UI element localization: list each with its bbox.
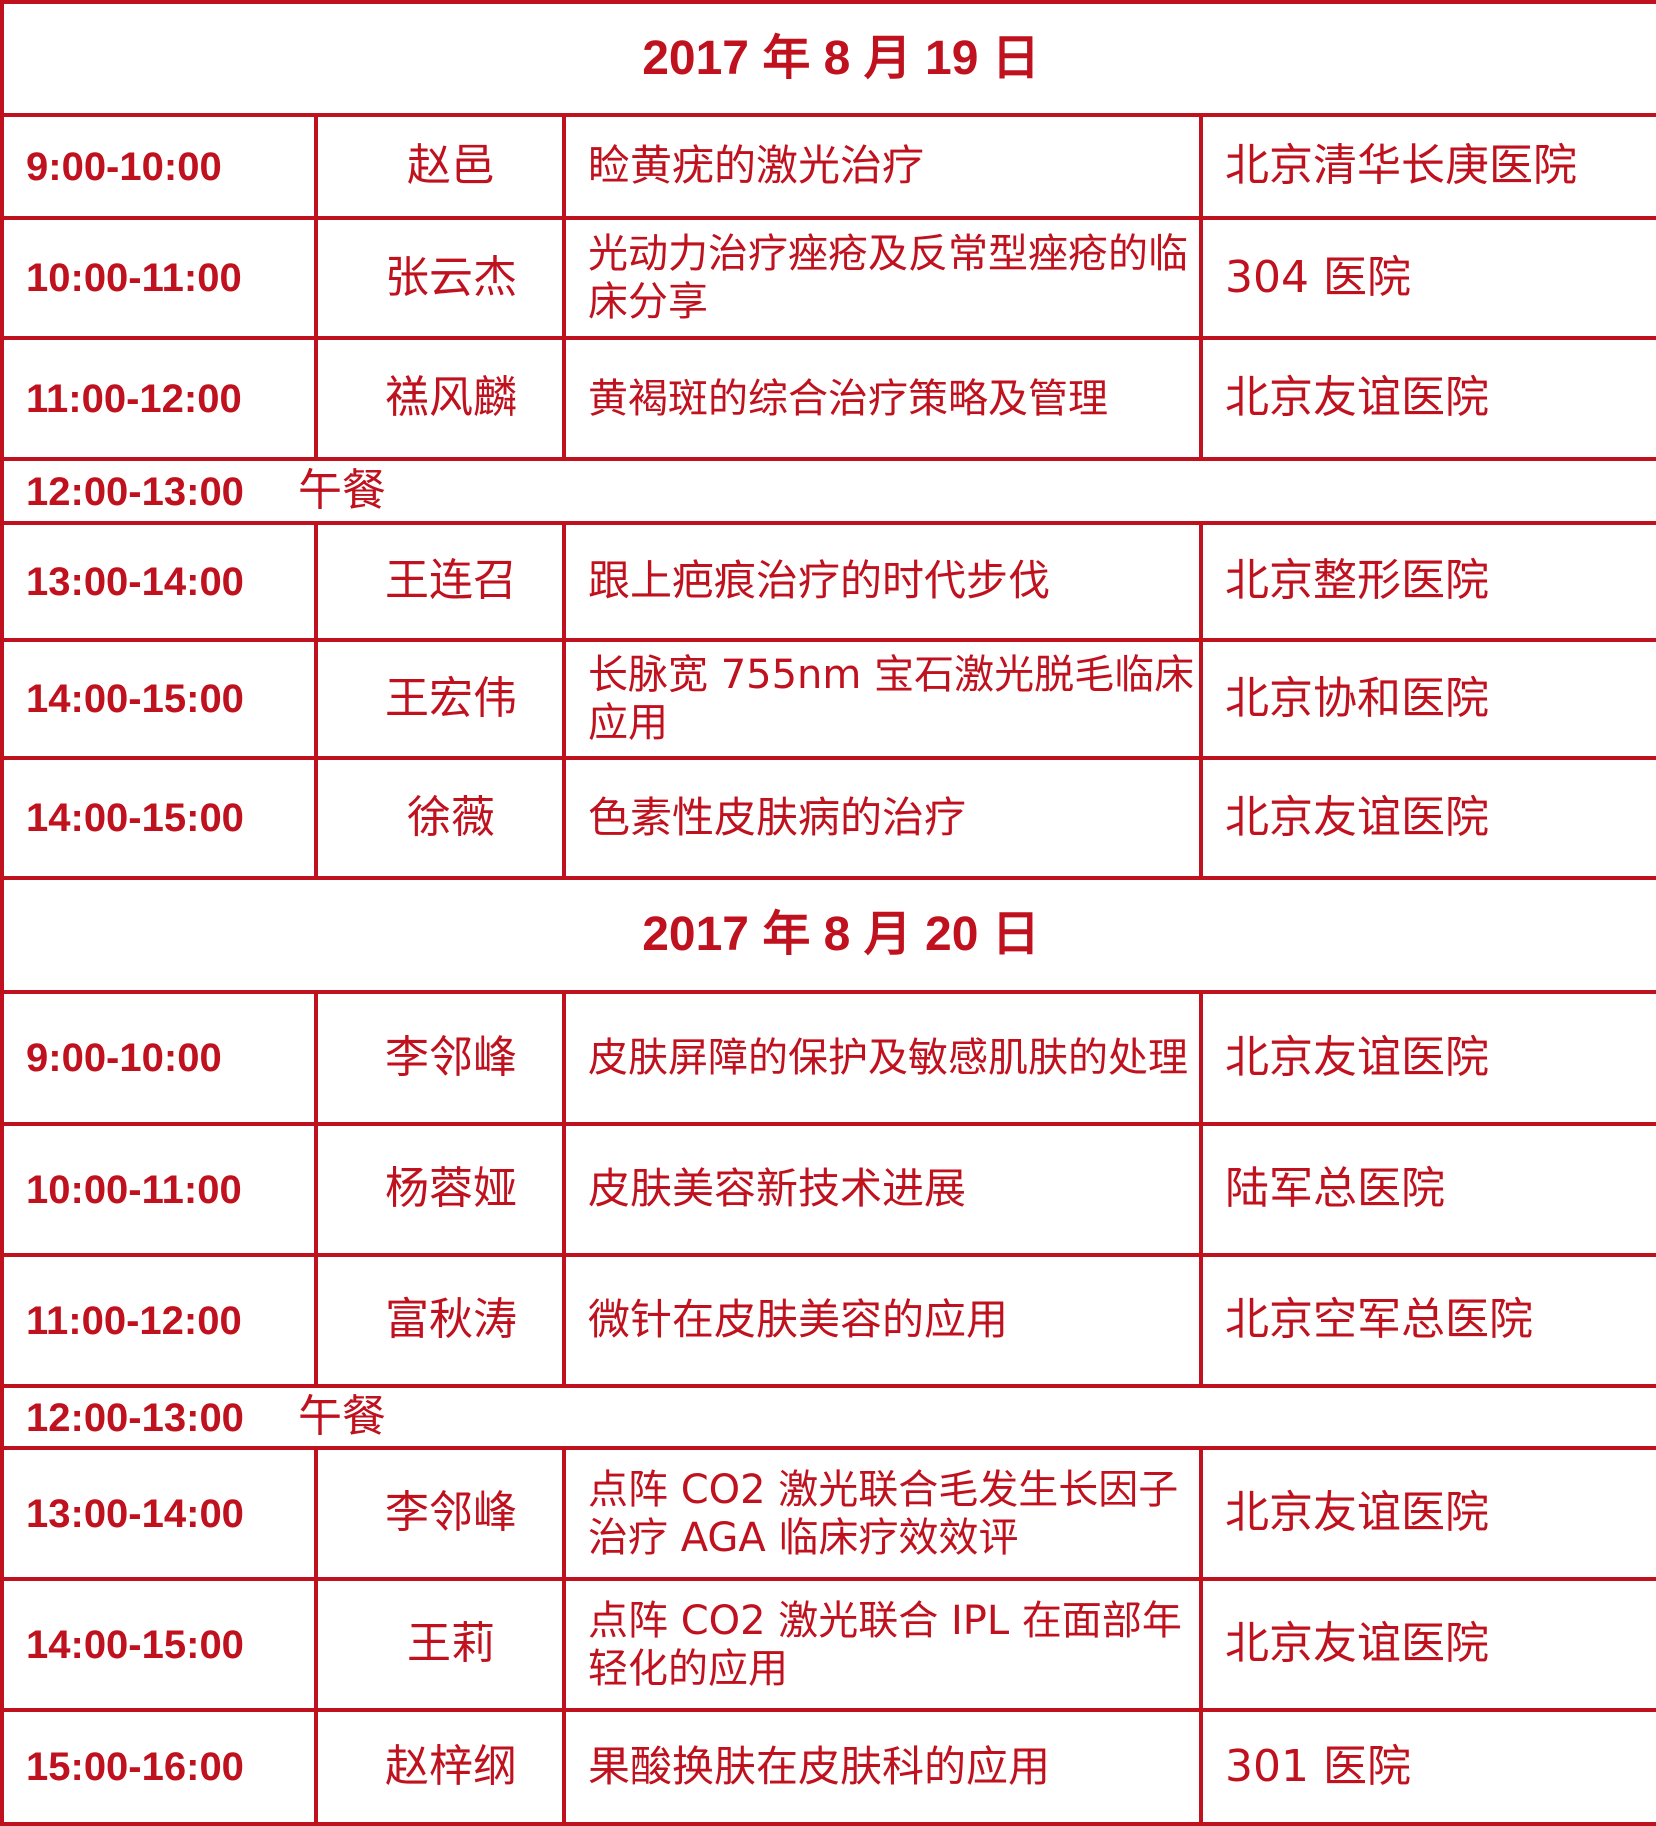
- session-speaker: 禚风麟: [314, 336, 566, 461]
- session-speaker: 王连召: [314, 521, 566, 642]
- session-time: 9:00-10:00: [0, 990, 318, 1126]
- session-topic: 皮肤屏障的保护及敏感肌肤的处理: [562, 990, 1203, 1126]
- session-topic: 皮肤美容新技术进展: [562, 1122, 1203, 1257]
- session-speaker: 赵梓纲: [314, 1708, 566, 1826]
- session-topic: 点阵 CO2 激光联合 IPL 在面部年轻化的应用: [562, 1577, 1203, 1712]
- table-row: 10:00-11:00 张云杰 光动力治疗痤疮及反常型痤疮的临床分享 304 医…: [0, 216, 1656, 340]
- table-row: 13:00-14:00 李邻峰 点阵 CO2 激光联合毛发生长因子治疗 AGA …: [0, 1446, 1656, 1581]
- session-time: 13:00-14:00: [0, 521, 318, 642]
- table-row: 10:00-11:00 杨蓉娅 皮肤美容新技术进展 陆军总医院: [0, 1122, 1656, 1257]
- date-heading: 2017 年 8 月 19 日: [0, 0, 1656, 117]
- session-topic: 跟上疤痕治疗的时代步伐: [562, 521, 1203, 642]
- session-time: 13:00-14:00: [0, 1446, 318, 1581]
- session-topic: 长脉宽 755nm 宝石激光脱毛临床应用: [562, 638, 1203, 760]
- lunch-label: 午餐: [297, 464, 386, 516]
- table-row: 9:00-10:00 赵邑 睑黄疣的激光治疗 北京清华长庚医院: [0, 113, 1656, 220]
- session-hospital: 北京空军总医院: [1199, 1253, 1656, 1388]
- lunch-break: 12:00-13:00 午餐: [0, 457, 1656, 525]
- lunch-time: 12:00-13:00: [26, 1395, 244, 1440]
- session-hospital: 北京协和医院: [1199, 638, 1656, 760]
- session-time: 9:00-10:00: [0, 113, 318, 220]
- session-speaker: 王宏伟: [314, 638, 566, 760]
- session-speaker: 杨蓉娅: [314, 1122, 566, 1257]
- session-speaker: 徐薇: [314, 756, 566, 880]
- session-speaker: 李邻峰: [314, 990, 566, 1126]
- session-time: 11:00-12:00: [0, 1253, 318, 1388]
- table-row: 14:00-15:00 徐薇 色素性皮肤病的治疗 北京友谊医院: [0, 756, 1656, 880]
- table-row: 14:00-15:00 王莉 点阵 CO2 激光联合 IPL 在面部年轻化的应用…: [0, 1577, 1656, 1712]
- session-speaker: 富秋涛: [314, 1253, 566, 1388]
- lunch-label: 午餐: [297, 1390, 386, 1442]
- session-hospital: 304 医院: [1199, 216, 1656, 340]
- session-topic: 光动力治疗痤疮及反常型痤疮的临床分享: [562, 216, 1203, 340]
- session-speaker: 赵邑: [314, 113, 566, 220]
- session-time: 14:00-15:00: [0, 638, 318, 760]
- date-header-row: 2017 年 8 月 19 日: [0, 0, 1656, 117]
- table-row: 9:00-10:00 李邻峰 皮肤屏障的保护及敏感肌肤的处理 北京友谊医院: [0, 990, 1656, 1126]
- session-topic: 点阵 CO2 激光联合毛发生长因子治疗 AGA 临床疗效效评: [562, 1446, 1203, 1581]
- lunch-break: 12:00-13:00 午餐: [0, 1384, 1656, 1450]
- session-speaker: 王莉: [314, 1577, 566, 1712]
- lunch-row: 12:00-13:00 午餐: [0, 457, 1656, 525]
- session-hospital: 北京友谊医院: [1199, 336, 1656, 461]
- session-time: 10:00-11:00: [0, 1122, 318, 1257]
- session-time: 15:00-16:00: [0, 1708, 318, 1826]
- session-hospital: 北京友谊医院: [1199, 1446, 1656, 1581]
- table-row: 14:00-15:00 王宏伟 长脉宽 755nm 宝石激光脱毛临床应用 北京协…: [0, 638, 1656, 760]
- session-topic: 果酸换肤在皮肤科的应用: [562, 1708, 1203, 1826]
- session-topic: 色素性皮肤病的治疗: [562, 756, 1203, 880]
- session-topic: 黄褐斑的综合治疗策略及管理: [562, 336, 1203, 461]
- session-hospital: 北京清华长庚医院: [1199, 113, 1656, 220]
- table-row: 11:00-12:00 富秋涛 微针在皮肤美容的应用 北京空军总医院: [0, 1253, 1656, 1388]
- session-time: 11:00-12:00: [0, 336, 318, 461]
- session-hospital: 301 医院: [1199, 1708, 1656, 1826]
- session-topic: 睑黄疣的激光治疗: [562, 113, 1203, 220]
- date-header-row: 2017 年 8 月 20 日: [0, 876, 1656, 994]
- date-heading: 2017 年 8 月 20 日: [0, 876, 1656, 994]
- session-hospital: 北京友谊医院: [1199, 756, 1656, 880]
- session-time: 14:00-15:00: [0, 756, 318, 880]
- session-hospital: 北京友谊医院: [1199, 990, 1656, 1126]
- table-row: 11:00-12:00 禚风麟 黄褐斑的综合治疗策略及管理 北京友谊医院: [0, 336, 1656, 461]
- lunch-time: 12:00-13:00: [26, 469, 244, 514]
- session-hospital: 陆军总医院: [1199, 1122, 1656, 1257]
- session-hospital: 北京整形医院: [1199, 521, 1656, 642]
- table-row: 15:00-16:00 赵梓纲 果酸换肤在皮肤科的应用 301 医院: [0, 1708, 1656, 1826]
- table-row: 13:00-14:00 王连召 跟上疤痕治疗的时代步伐 北京整形医院: [0, 521, 1656, 642]
- lunch-row: 12:00-13:00 午餐: [0, 1384, 1656, 1450]
- session-time: 10:00-11:00: [0, 216, 318, 340]
- session-topic: 微针在皮肤美容的应用: [562, 1253, 1203, 1388]
- session-speaker: 张云杰: [314, 216, 566, 340]
- session-hospital: 北京友谊医院: [1199, 1577, 1656, 1712]
- session-speaker: 李邻峰: [314, 1446, 566, 1581]
- session-time: 14:00-15:00: [0, 1577, 318, 1712]
